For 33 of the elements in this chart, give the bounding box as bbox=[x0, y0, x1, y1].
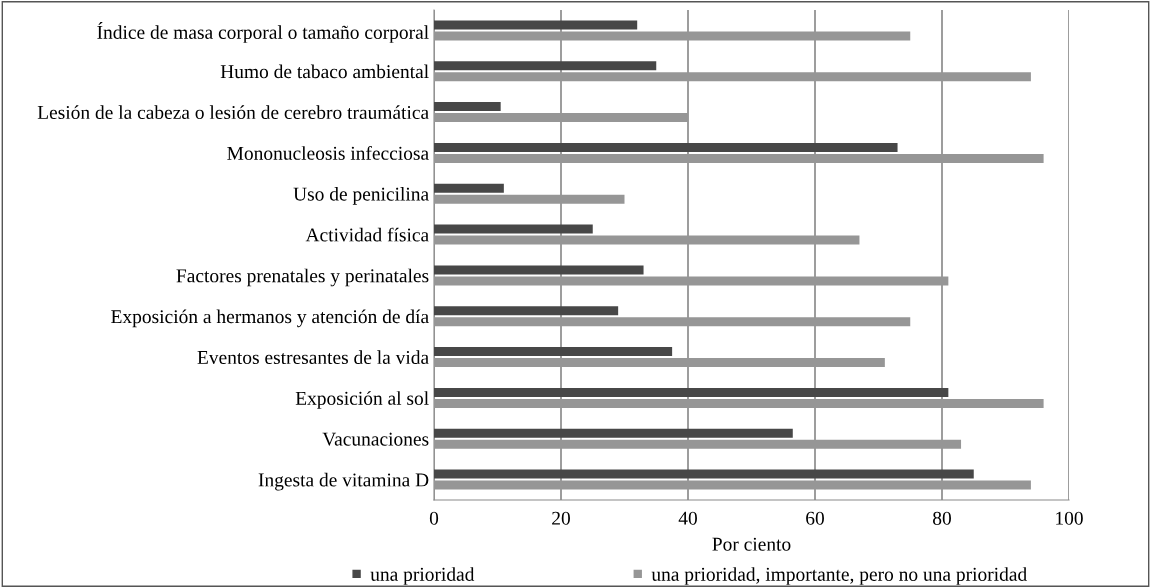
x-tick-label: 60 bbox=[806, 511, 824, 525]
bar bbox=[434, 102, 501, 112]
x-tick-label: 40 bbox=[678, 511, 697, 525]
legend-label: una prioridad, importante, pero no una prioridad bbox=[651, 567, 1027, 585]
y-tick-label: Vacunaciones bbox=[322, 432, 429, 446]
y-tick-label: Exposición a hermanos y atención de día bbox=[111, 309, 429, 328]
bar bbox=[434, 428, 793, 438]
x-tick-label: 20 bbox=[552, 511, 570, 525]
bar bbox=[434, 306, 619, 316]
bar bbox=[434, 265, 644, 275]
bar bbox=[434, 183, 504, 193]
bar bbox=[434, 387, 949, 397]
bar bbox=[434, 469, 974, 479]
y-tick-label: Mononucleosis infecciosa bbox=[227, 145, 429, 160]
y-tick-label: Exposición al sol bbox=[295, 391, 429, 409]
x-tick-label: 0 bbox=[429, 511, 439, 525]
y-tick-label: Índice de masa corporal o tamaño corporal bbox=[97, 22, 429, 43]
bar bbox=[434, 142, 898, 152]
bar bbox=[434, 20, 638, 30]
bar bbox=[434, 347, 673, 357]
y-tick-label: Uso de penicilina bbox=[293, 187, 429, 205]
x-tick-label: 100 bbox=[1056, 511, 1083, 525]
bar bbox=[434, 61, 657, 71]
bar bbox=[434, 224, 593, 234]
y-tick-label: Humo de tabaco ambiental bbox=[220, 64, 429, 79]
legend-label: una prioridad bbox=[370, 567, 475, 585]
y-tick-label: Lesión de la cabeza o lesión de cerebro traumática bbox=[37, 105, 429, 120]
x-axis-title: Por ciento bbox=[712, 537, 791, 551]
y-tick-label: Factores prenatales y perinatales bbox=[176, 268, 429, 287]
x-tick-label: 80 bbox=[933, 511, 951, 525]
y-tick-label: Eventos estresantes de la vida bbox=[197, 350, 429, 365]
y-tick-label: Actividad física bbox=[305, 227, 429, 242]
y-tick-label: Ingesta de vitamina D bbox=[258, 472, 429, 491]
